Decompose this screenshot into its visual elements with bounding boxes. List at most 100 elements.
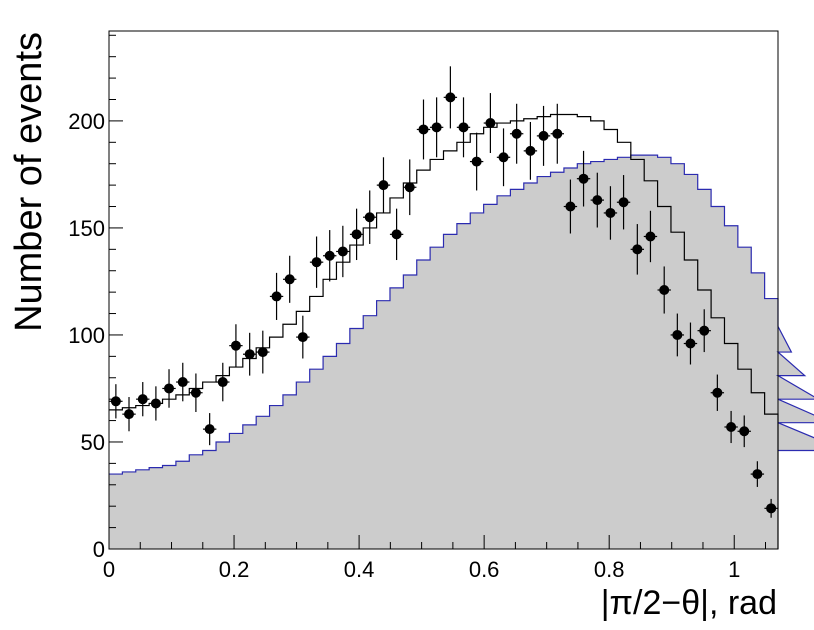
data-point-marker (485, 118, 496, 129)
data-point (590, 172, 604, 228)
data-point (469, 132, 484, 191)
data-point-marker (431, 122, 442, 133)
data-point (389, 208, 404, 261)
data-point-marker (511, 128, 522, 139)
data-point-marker (712, 387, 723, 398)
data-point-marker (337, 246, 348, 257)
x-tick-label: 0 (103, 557, 115, 582)
data-point-marker (632, 244, 643, 255)
data-point (750, 461, 765, 487)
data-point-marker (552, 128, 563, 139)
data-point-marker (592, 195, 603, 206)
plot-frame-border (108, 30, 779, 550)
data-point-marker (498, 152, 509, 163)
data-point (536, 105, 551, 166)
x-tick-label: 0.8 (594, 557, 625, 582)
y-tick-label: 150 (68, 216, 105, 241)
data-point (162, 369, 176, 408)
data-point (136, 382, 150, 417)
data-point-marker (445, 92, 456, 103)
data-point-marker (297, 332, 308, 343)
data-point-marker (418, 124, 429, 135)
data-point (376, 157, 391, 213)
data-point-marker (364, 212, 375, 223)
data-point-marker (618, 197, 629, 208)
data-point-marker (164, 383, 175, 394)
data-point-marker (578, 173, 589, 184)
data-point-marker (204, 424, 215, 435)
data-point-marker (351, 229, 362, 240)
data-point-marker (190, 387, 201, 398)
data-point (737, 415, 751, 448)
filled-histogram-outline (109, 154, 814, 475)
data-point-marker (150, 398, 161, 409)
data-point (630, 224, 645, 275)
x-tick-label: 0.6 (469, 557, 500, 582)
data-point-marker (752, 469, 763, 480)
data-point (670, 313, 685, 357)
data-point (229, 324, 243, 368)
data-point-marker (230, 340, 241, 351)
data-point-marker (124, 409, 135, 420)
data-point (416, 99, 431, 160)
x-axis-title: |π/2−θ|, rad (601, 584, 777, 622)
data-point-marker (685, 338, 696, 349)
data-point (309, 236, 324, 288)
data-point (176, 362, 190, 402)
data-point-marker (645, 231, 656, 242)
data-point-marker (525, 145, 536, 156)
data-point-marker (404, 182, 415, 193)
data-point (724, 410, 738, 444)
data-point (349, 208, 364, 261)
data-point (683, 322, 698, 365)
data-point (296, 315, 310, 359)
data-point (256, 330, 270, 374)
data-point-marker (284, 274, 295, 285)
data-point (323, 230, 337, 282)
data-point (149, 386, 163, 421)
data-point-marker (378, 180, 389, 191)
step-histogram-line (109, 113, 779, 549)
data-point-marker (538, 130, 549, 141)
data-point (242, 332, 257, 376)
data-point (697, 309, 711, 353)
data-point (509, 103, 524, 164)
data-point-marker (605, 207, 616, 218)
data-point (764, 498, 778, 518)
data-point-marker (672, 329, 683, 340)
data-point-marker (324, 250, 335, 261)
data-point (496, 128, 511, 187)
data-point (443, 66, 458, 129)
data-point (643, 210, 658, 263)
data-point (563, 179, 578, 234)
data-point (483, 93, 498, 154)
data-point (603, 186, 618, 240)
data-point (336, 225, 350, 278)
axes-layer: 0 50 100 150 200 0 0.2 0.4 0.6 0.8 1 (68, 34, 766, 582)
data-point (523, 121, 538, 180)
data-point (189, 373, 203, 413)
data-point-marker (391, 229, 402, 240)
data-point-marker (217, 377, 228, 388)
x-tick-label: 0.4 (344, 557, 375, 582)
y-axis-title: Number of events (8, 32, 50, 332)
data-point (363, 190, 377, 244)
x-tick-label: 1 (728, 557, 740, 582)
data-point (403, 159, 417, 216)
data-point-marker (311, 257, 322, 268)
data-point-marker (565, 201, 576, 212)
data-point (710, 374, 725, 411)
data-point-marker (739, 426, 750, 437)
data-point-marker (659, 285, 670, 295)
data-point (283, 255, 297, 303)
data-point (216, 362, 230, 402)
data-point-marker (471, 156, 482, 167)
data-point-marker (177, 377, 188, 388)
data-point-marker (766, 503, 777, 514)
y-tick-label: 50 (81, 430, 105, 455)
data-point-marker (458, 122, 469, 133)
data-point (616, 175, 631, 230)
data-point (269, 272, 284, 320)
data-point-marker (137, 394, 148, 405)
